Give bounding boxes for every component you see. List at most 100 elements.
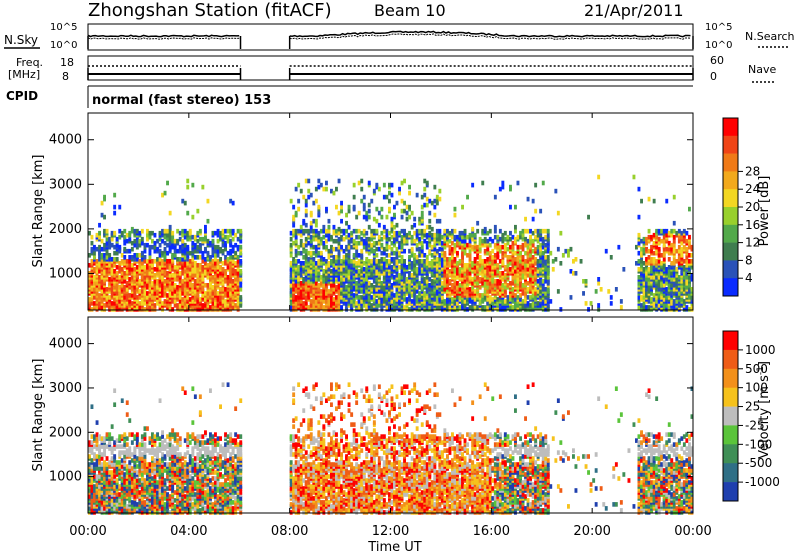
range-gate-cell	[350, 275, 354, 280]
range-gate-cell	[393, 281, 396, 286]
range-gate-cell	[395, 267, 399, 272]
range-gate-cell	[388, 303, 391, 308]
range-gate-cell	[670, 291, 674, 296]
range-gate-cell	[196, 230, 200, 236]
range-gate-cell	[524, 216, 527, 222]
range-gate-cell	[146, 259, 149, 264]
range-gate-cell	[672, 220, 676, 226]
range-gate-cell	[468, 238, 472, 244]
range-gate-cell	[403, 238, 406, 244]
range-gate-cell	[647, 289, 651, 294]
range-gate-cell	[468, 232, 472, 238]
range-gate-cell	[143, 255, 147, 260]
range-gate-cell	[100, 238, 104, 244]
range-gate-cell	[115, 295, 119, 300]
range-gate-cell	[229, 248, 233, 254]
date-label: 21/Apr/2011	[584, 1, 684, 20]
range-gate-cell	[95, 269, 99, 274]
range-gate-cell	[458, 230, 462, 236]
range-gate-cell	[161, 269, 164, 274]
range-gate-cell	[435, 299, 439, 304]
range-gate-cell	[393, 307, 396, 312]
range-gate-cell	[665, 295, 669, 300]
range-gate-cell	[637, 240, 641, 246]
range-gate-cell	[471, 299, 475, 304]
nsearch-label: N.Search	[745, 30, 795, 43]
freq-label-line2: [MHz]	[8, 68, 40, 81]
range-gate-cell	[458, 267, 462, 272]
range-gate-cell	[642, 261, 646, 266]
range-gate-cell	[325, 238, 328, 244]
range-gate-cell	[393, 224, 396, 230]
range-gate-cell	[657, 293, 661, 298]
range-gate-cell	[309, 224, 313, 230]
range-gate-cell	[196, 244, 200, 250]
range-gate-cell	[204, 228, 207, 234]
range-gate-cell	[352, 297, 356, 302]
range-gate-cell	[289, 198, 293, 204]
range-gate-cell	[362, 228, 366, 234]
range-gate-cell	[201, 184, 205, 190]
range-gate-cell	[103, 242, 106, 248]
range-gate-cell	[110, 301, 114, 306]
range-gate-cell	[461, 263, 464, 268]
range-gate-cell	[428, 198, 432, 204]
range-gate-cell	[186, 178, 190, 184]
range-gate-cell	[322, 305, 326, 310]
range-gate-cell	[352, 287, 356, 292]
range-gate-cell	[496, 253, 500, 258]
range-gate-cell	[541, 301, 545, 306]
range-gate-cell	[332, 259, 336, 264]
range-gate-cell	[115, 291, 119, 296]
range-gate-cell	[234, 269, 238, 274]
range-gate-cell	[682, 236, 686, 242]
range-gate-cell	[161, 228, 164, 234]
range-gate-cell	[226, 234, 230, 240]
range-gate-cell	[294, 228, 298, 234]
range-gate-cell	[148, 244, 152, 250]
range-gate-cell	[105, 248, 109, 254]
range-gate-cell	[403, 305, 406, 310]
range-gate-cell	[355, 261, 359, 266]
range-gate-cell	[476, 261, 480, 266]
range-gate-cell	[337, 240, 341, 246]
range-gate-cell	[433, 204, 437, 210]
range-gate-cell	[342, 283, 346, 288]
range-gate-cell	[345, 234, 348, 240]
range-gate-cell	[521, 283, 525, 288]
range-gate-cell	[345, 277, 348, 282]
range-gate-cell	[443, 269, 447, 274]
range-gate-cell	[473, 297, 477, 302]
range-gate-cell	[380, 293, 384, 298]
range-gate-cell	[377, 234, 381, 240]
range-gate-cell	[642, 291, 646, 296]
range-gate-cell	[314, 228, 318, 234]
range-gate-cell	[665, 287, 669, 292]
range-gate-cell	[289, 261, 293, 266]
range-gate-cell	[672, 194, 676, 200]
range-gate-cell	[360, 295, 364, 300]
range-gate-cell	[670, 261, 674, 266]
range-gate-cell	[451, 255, 454, 260]
range-gate-cell	[655, 228, 659, 234]
range-gate-cell	[133, 257, 137, 262]
range-gate-cell	[418, 216, 422, 222]
range-gate-cell	[493, 228, 497, 234]
range-gate-cell	[377, 210, 381, 216]
range-gate-cell	[640, 246, 643, 252]
range-gate-cell	[509, 255, 512, 260]
range-gate-cell	[128, 230, 132, 236]
range-gate-cell	[362, 214, 366, 220]
range-gate-cell	[645, 240, 648, 246]
range-gate-cell	[569, 269, 573, 274]
range-gate-cell	[662, 305, 666, 310]
range-gate-cell	[509, 244, 512, 250]
range-gate-cell	[536, 244, 540, 250]
range-gate-cell	[319, 275, 323, 280]
range-gate-cell	[161, 192, 164, 198]
range-gate-cell	[125, 232, 129, 238]
range-gate-cell	[405, 204, 409, 210]
range-gate-cell	[181, 228, 185, 234]
range-gate-cell	[224, 234, 227, 240]
range-gate-cell	[292, 228, 296, 234]
